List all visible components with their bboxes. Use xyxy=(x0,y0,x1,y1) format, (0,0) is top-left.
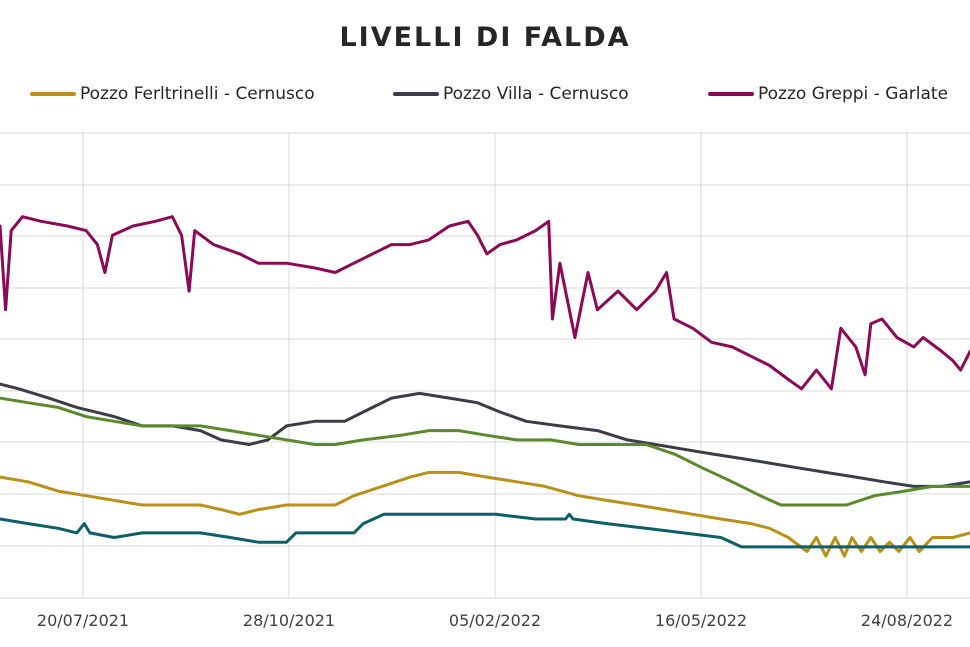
legend: Pozzo Ferltrinelli - Cernusco Pozzo Vill… xyxy=(0,84,970,108)
legend-item-ferltrinelli: Pozzo Ferltrinelli - Cernusco xyxy=(30,84,315,104)
x-tick-label: 05/02/2022 xyxy=(448,611,542,630)
x-tick-label: 24/08/2022 xyxy=(860,611,954,630)
legend-item-greppi: Pozzo Greppi - Garlate xyxy=(708,84,948,104)
legend-label-ferltrinelli: Pozzo Ferltrinelli - Cernusco xyxy=(80,84,315,104)
legend-swatch-greppi xyxy=(708,92,754,96)
series-line-2 xyxy=(0,396,970,507)
legend-label-greppi: Pozzo Greppi - Garlate xyxy=(758,84,949,104)
series-line-0 xyxy=(0,215,970,391)
chart-title: LIVELLI DI FALDA xyxy=(339,22,631,53)
legend-swatch-ferltrinelli xyxy=(30,92,76,96)
legend-swatch-villa xyxy=(393,92,439,96)
series-lines xyxy=(0,215,970,558)
grid xyxy=(0,132,970,599)
series-line-4 xyxy=(0,512,970,549)
legend-label-villa: Pozzo Villa - Cernusco xyxy=(443,84,629,104)
x-tick-label: 28/10/2021 xyxy=(242,611,336,630)
legend-item-villa: Pozzo Villa - Cernusco xyxy=(393,84,629,104)
x-tick-label: 20/07/2021 xyxy=(36,611,130,630)
x-tick-label: 16/05/2022 xyxy=(654,611,748,630)
series-line-3 xyxy=(0,470,970,558)
